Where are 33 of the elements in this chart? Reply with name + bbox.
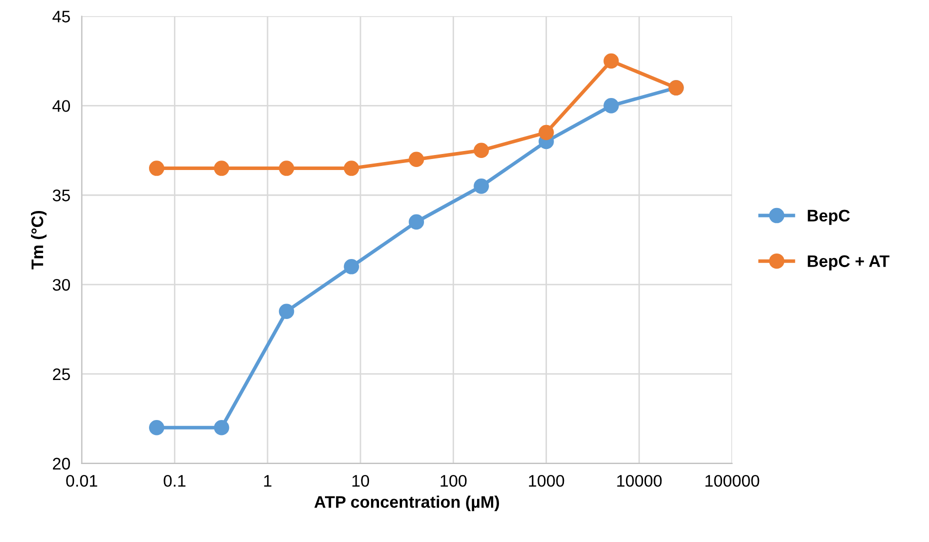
point: [214, 160, 230, 176]
y-tick-label: 45: [52, 10, 70, 22]
legend-label: BepC + AT: [808, 255, 890, 270]
point: [408, 152, 424, 167]
point: [344, 160, 360, 176]
x-tick-label: 0.01: [66, 474, 98, 487]
x-tick-label: 10000: [617, 474, 662, 487]
y-tick-label: 40: [52, 100, 70, 112]
point: [538, 124, 554, 140]
point: [474, 142, 489, 158]
point: [278, 160, 294, 176]
point: [604, 98, 619, 114]
y-tick-label: 20: [52, 458, 70, 470]
y-tick-label: 30: [52, 278, 70, 291]
y-tick-label: 25: [52, 368, 70, 380]
point: [149, 160, 164, 176]
x-tick-label: 1: [264, 475, 272, 487]
x-tick-label: 0.1: [164, 474, 186, 487]
x-tick-label: 100: [440, 474, 467, 487]
legend-label: BepC: [808, 210, 850, 225]
y-axis-title: Tm (°C): [31, 210, 47, 270]
point: [214, 420, 230, 436]
x-axis-title: ATP concentration (µM): [314, 496, 500, 512]
point: [278, 304, 294, 320]
x-tick-label: 10: [352, 474, 370, 487]
y-tick-label: 35: [52, 190, 70, 202]
point: [344, 259, 360, 274]
point: [474, 178, 489, 194]
point: [149, 420, 164, 436]
point: [408, 214, 424, 230]
x-tick-label: 100000: [706, 474, 760, 487]
point: [604, 53, 619, 69]
x-tick-label: 1000: [528, 474, 564, 487]
